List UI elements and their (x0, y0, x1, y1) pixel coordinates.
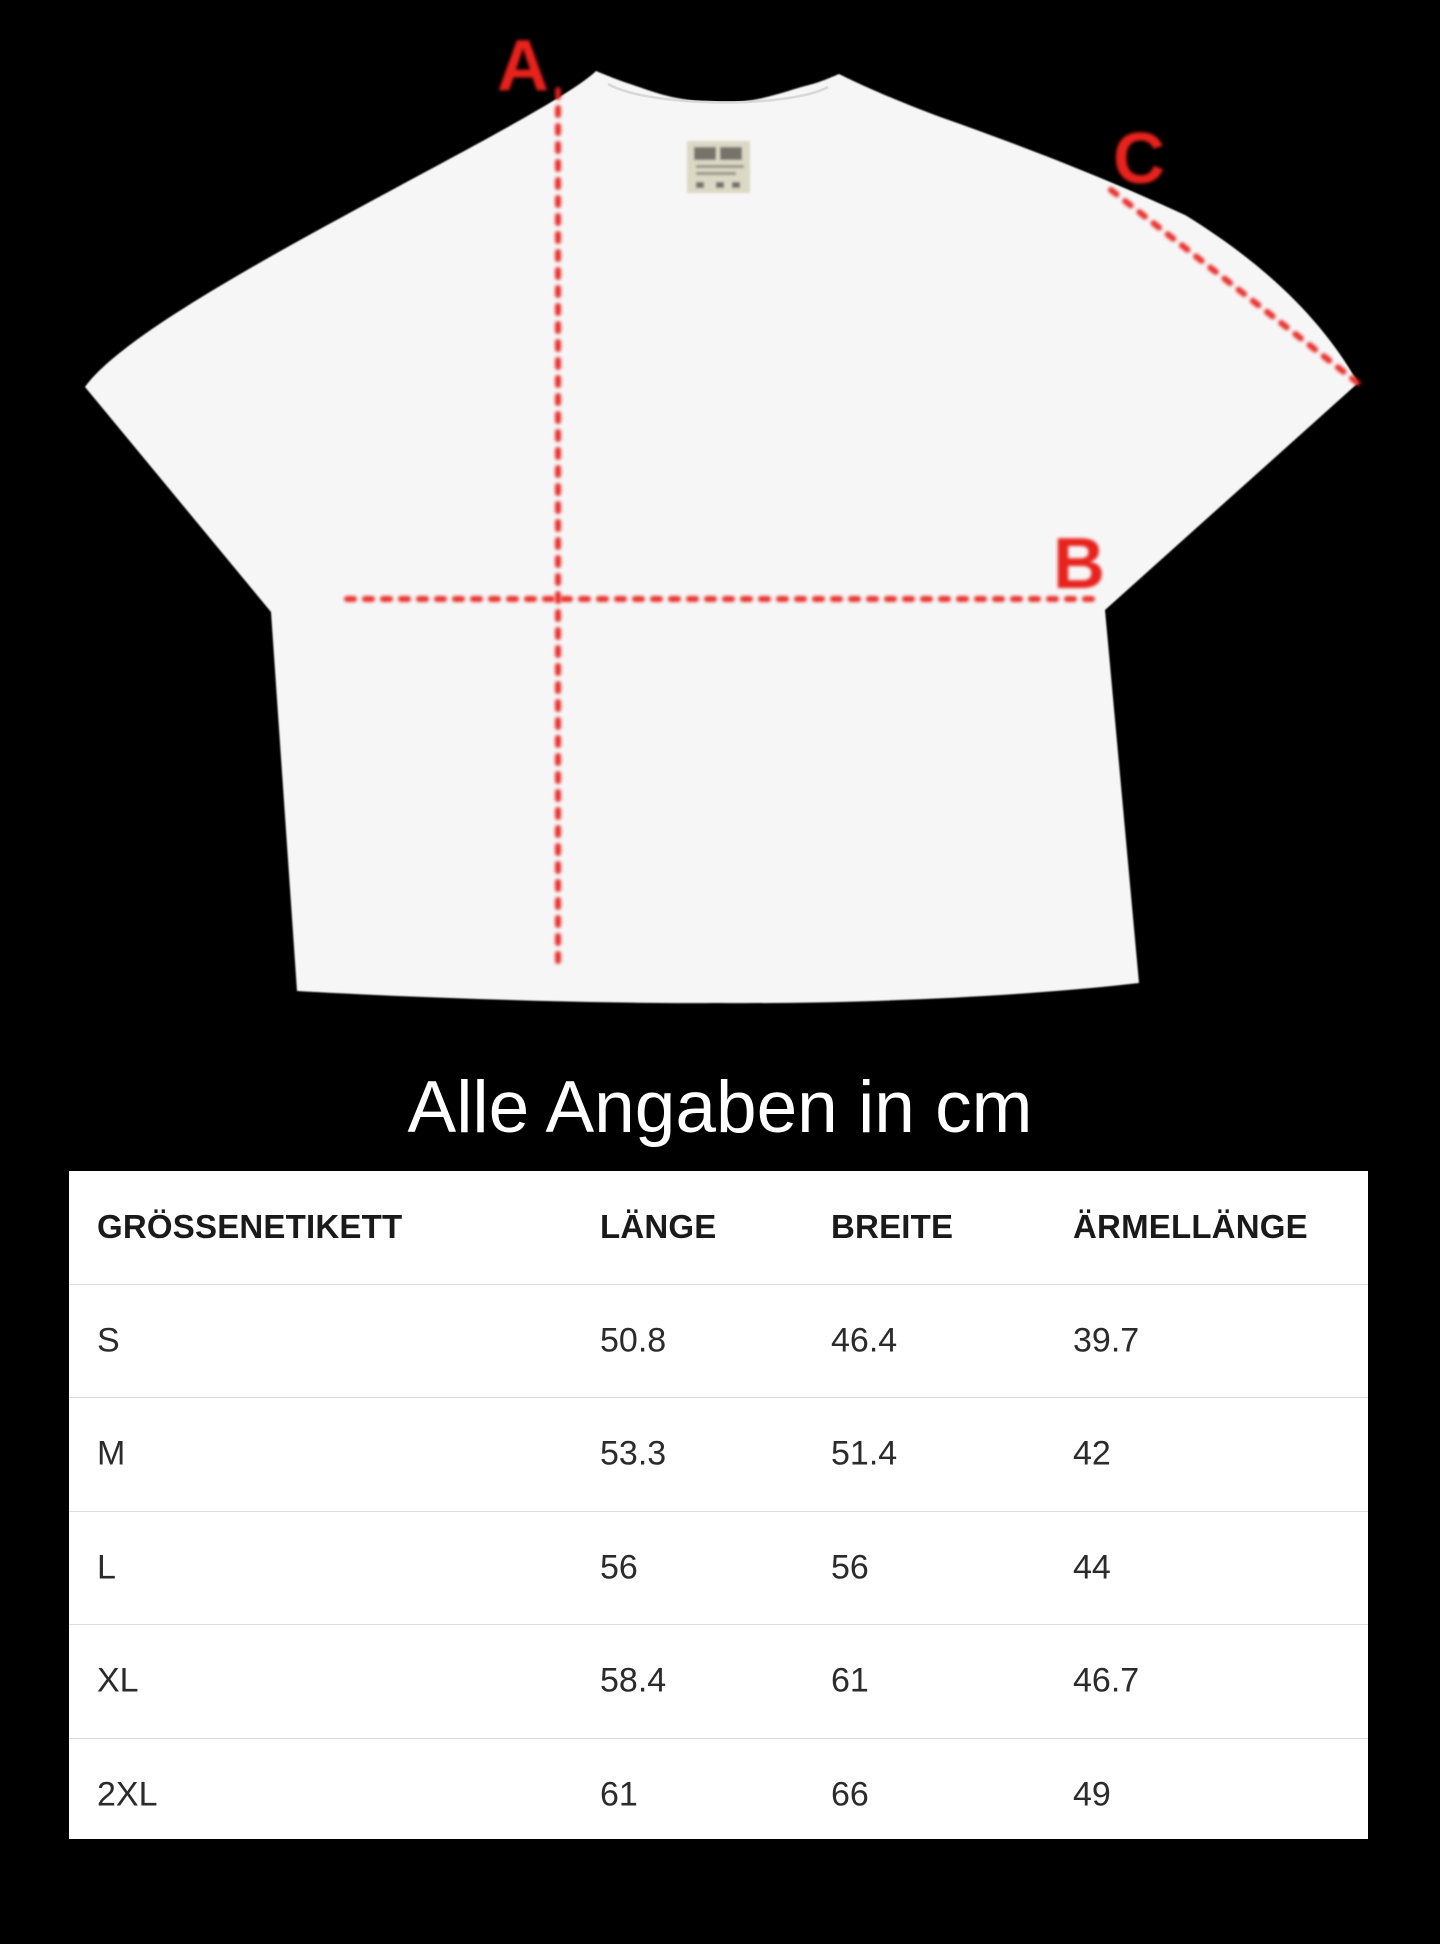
svg-text:A: A (497, 26, 549, 106)
svg-text:C: C (1113, 119, 1165, 199)
svg-text:B: B (1053, 524, 1105, 604)
